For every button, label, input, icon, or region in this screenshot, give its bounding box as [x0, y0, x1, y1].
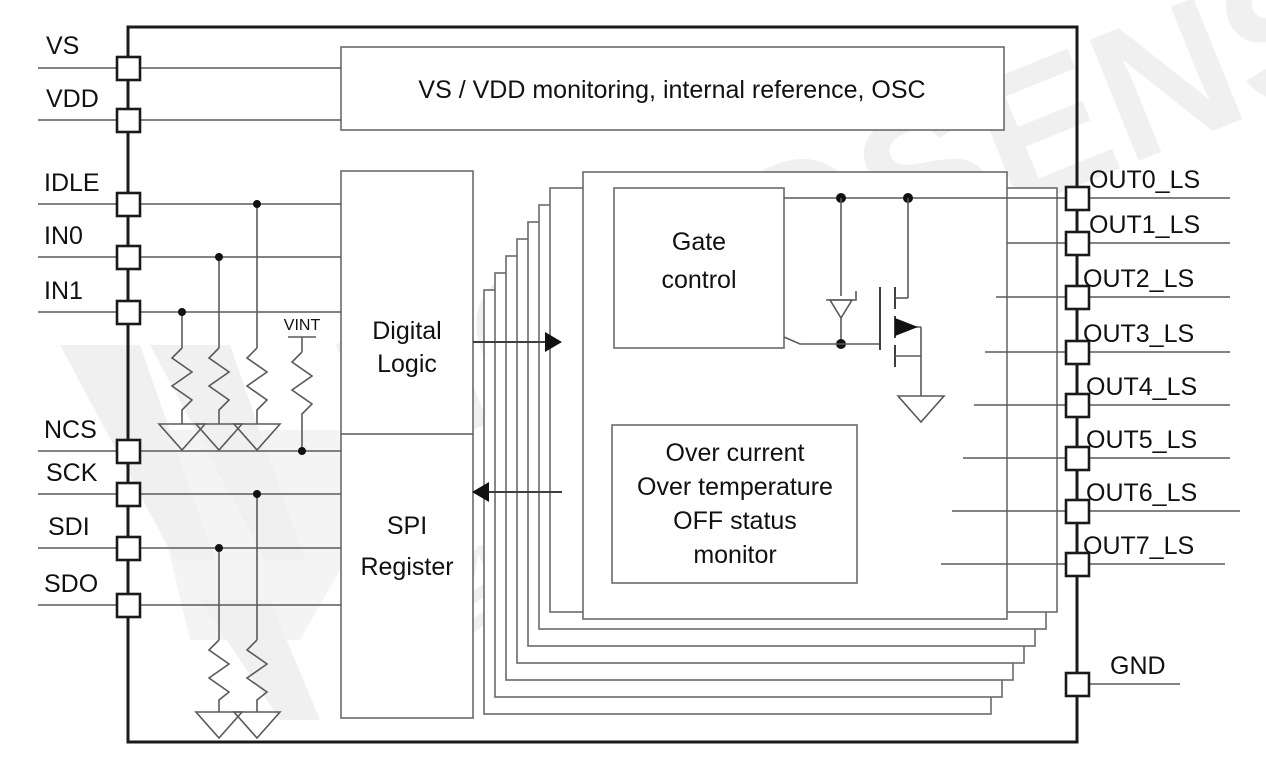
resistor-vint: [290, 351, 314, 440]
digital-logic-label-line2: Logic: [377, 350, 437, 378]
pin-label-vs: VS: [46, 32, 79, 60]
monitor-label-line1: Over current: [666, 439, 805, 467]
ground-symbol: [194, 711, 244, 740]
gate-control-label-line1: Gate: [672, 228, 726, 256]
junction-dot: [253, 490, 261, 498]
pin-label-sdi: SDI: [48, 513, 90, 541]
pad-out6[interactable]: [1064, 498, 1091, 525]
pad-gnd[interactable]: [1064, 671, 1091, 698]
vint-pullup: [288, 336, 316, 455]
ground-symbol: [896, 395, 946, 424]
pin-label-out4: OUT4_LS: [1086, 373, 1197, 401]
gate-drive-lead: [783, 336, 841, 345]
pin-label-vdd: VDD: [46, 85, 99, 113]
junction-dot: [215, 544, 223, 552]
zener-bar: [826, 291, 857, 301]
resistor-sck: [245, 639, 269, 712]
right-pads: [1064, 185, 1091, 698]
pad-sdo[interactable]: [115, 592, 142, 619]
pad-out2[interactable]: [1064, 284, 1091, 311]
pad-ncs[interactable]: [115, 438, 142, 465]
pin-label-out6: OUT6_LS: [1086, 479, 1197, 507]
resistor-in1: [170, 347, 194, 424]
logic-channel-arrows: [472, 332, 562, 502]
supply-monitor-label: VS / VDD monitoring, internal reference,…: [418, 76, 925, 104]
pulldown-network-inputs: [157, 200, 282, 452]
ground-symbol: [157, 423, 207, 452]
ground-symbol: [232, 711, 282, 740]
left-pin-wires: [38, 67, 341, 606]
pin-label-out3: OUT3_LS: [1083, 320, 1194, 348]
supply-monitor-block: [340, 46, 1005, 131]
pin-label-in1: IN1: [44, 277, 83, 305]
arrow-logic-to-channel-head: [545, 332, 562, 352]
pulldown-network-spi: [194, 490, 282, 740]
pad-vdd[interactable]: [115, 107, 142, 134]
pad-sck[interactable]: [115, 481, 142, 508]
pad-vs[interactable]: [115, 55, 142, 82]
resistor-sdi: [207, 639, 231, 712]
pin-label-in0: IN0: [44, 222, 83, 250]
junction-dot: [298, 447, 306, 455]
arrow-channel-to-logic-head: [472, 482, 489, 502]
pin-label-sdo: SDO: [44, 570, 98, 598]
pad-out7[interactable]: [1064, 551, 1091, 578]
pin-label-gnd: GND: [1110, 652, 1166, 680]
right-pin-wires: [941, 27, 1240, 742]
pin-label-out1: OUT1_LS: [1089, 211, 1200, 239]
pin-label-out0: OUT0_LS: [1089, 166, 1200, 194]
pin-label-sck: SCK: [46, 459, 98, 487]
pin-label-out2: OUT2_LS: [1083, 265, 1194, 293]
pad-out0[interactable]: [1064, 185, 1091, 212]
vint-label: VINT: [284, 317, 321, 334]
spi-register-label-line1: SPI: [387, 512, 427, 540]
resistor-idle: [245, 347, 269, 424]
pad-out3[interactable]: [1064, 339, 1091, 366]
mosfet-body-arrow: [895, 318, 918, 336]
junction-dot: [253, 200, 261, 208]
gate-control-block: [613, 187, 785, 349]
pin-label-ncs: NCS: [44, 416, 97, 444]
pad-out1[interactable]: [1064, 230, 1091, 257]
monitor-label-line4: monitor: [693, 541, 776, 569]
monitor-label-line3: OFF status: [673, 507, 797, 535]
pin-label-out5: OUT5_LS: [1086, 426, 1197, 454]
digital-logic-spi-block: [340, 170, 474, 719]
ground-symbol: [232, 423, 282, 452]
pad-in1[interactable]: [115, 299, 142, 326]
pad-idle[interactable]: [115, 191, 142, 218]
pad-sdi[interactable]: [115, 535, 142, 562]
junction-dot: [215, 253, 223, 261]
left-pads: [115, 55, 142, 619]
resistor-in0: [207, 347, 231, 424]
monitor-label-line2: Over temperature: [637, 473, 833, 501]
spi-register-label-line2: Register: [360, 553, 453, 581]
gate-control-label-line2: control: [661, 266, 736, 294]
ground-symbol: [194, 423, 244, 452]
pad-out5[interactable]: [1064, 445, 1091, 472]
pad-in0[interactable]: [115, 244, 142, 271]
pin-label-out7: OUT7_LS: [1083, 532, 1194, 560]
pin-label-idle: IDLE: [44, 169, 100, 197]
pad-out4[interactable]: [1064, 392, 1091, 419]
output-stage: [783, 193, 1065, 424]
digital-logic-label-line1: Digital: [372, 317, 441, 345]
monitor-block: [611, 424, 858, 584]
junction-dot: [178, 308, 186, 316]
